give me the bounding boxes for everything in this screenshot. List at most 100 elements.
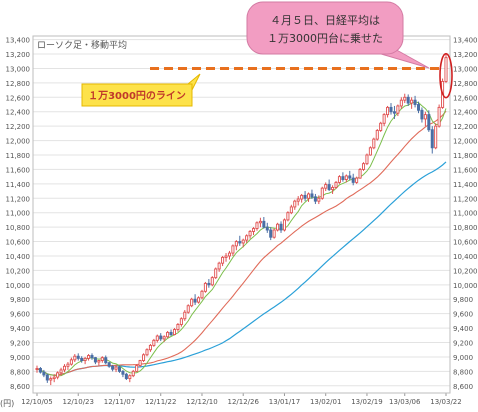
y-tick-label-right: 8,600 bbox=[453, 383, 473, 391]
candle bbox=[437, 104, 441, 128]
candle-body bbox=[56, 372, 60, 378]
candle-body bbox=[355, 177, 359, 183]
candle bbox=[413, 95, 417, 108]
candle-body bbox=[69, 359, 73, 365]
candle-body bbox=[399, 99, 403, 107]
y-tick-label-left: 13,200 bbox=[6, 51, 31, 59]
candle bbox=[87, 354, 91, 361]
candle bbox=[193, 294, 197, 306]
candle-body bbox=[427, 114, 431, 131]
candle bbox=[262, 217, 266, 229]
y-tick-label-right: 10,200 bbox=[453, 267, 478, 275]
candle bbox=[128, 374, 132, 383]
candle-body bbox=[193, 298, 197, 303]
y-tick-label-left: 12,400 bbox=[6, 109, 31, 117]
candle bbox=[334, 180, 338, 189]
candle-body bbox=[238, 241, 242, 244]
candle-body bbox=[162, 336, 166, 340]
candle-body bbox=[444, 57, 448, 82]
candle bbox=[155, 334, 159, 343]
candle bbox=[97, 359, 101, 366]
candle bbox=[252, 227, 256, 236]
candle bbox=[49, 376, 53, 386]
candle bbox=[111, 364, 115, 372]
candle-body bbox=[172, 329, 176, 336]
y-tick-label-left: 11,200 bbox=[6, 195, 31, 203]
candle bbox=[410, 97, 414, 109]
candle bbox=[145, 348, 149, 357]
candle-body bbox=[341, 176, 345, 180]
y-tick-label-left: 11,000 bbox=[6, 210, 31, 218]
candle-body bbox=[262, 220, 266, 228]
y-tick-label-left: 8,800 bbox=[10, 368, 30, 376]
candle bbox=[255, 221, 259, 231]
candle bbox=[444, 54, 448, 83]
candle bbox=[365, 153, 369, 166]
candle-body bbox=[320, 187, 324, 199]
y-tick-labels: 8,600 8,600 8,800 8,800 9,000 9,000 9,200 9,200… bbox=[6, 37, 478, 391]
candle bbox=[317, 195, 321, 205]
candle-body bbox=[248, 230, 252, 237]
candle-body bbox=[145, 349, 149, 356]
candle bbox=[358, 167, 362, 179]
candle-body bbox=[148, 344, 152, 351]
candle bbox=[320, 186, 324, 200]
x-tick-label: 12/10/23 bbox=[63, 398, 94, 406]
candle-body bbox=[358, 168, 362, 179]
candle-body bbox=[420, 109, 424, 120]
y-tick-label-right: 9,000 bbox=[453, 354, 473, 362]
candle-body bbox=[142, 354, 146, 361]
candle bbox=[183, 310, 187, 321]
candle-body bbox=[265, 226, 269, 231]
y-tick-label-right: 12,800 bbox=[453, 80, 478, 88]
candle-body bbox=[169, 331, 173, 336]
candle bbox=[42, 369, 46, 378]
candle bbox=[434, 123, 438, 150]
candle bbox=[117, 365, 122, 373]
y-tick-label-right: 9,800 bbox=[453, 296, 473, 304]
y-tick-label-right: 13,200 bbox=[453, 51, 478, 59]
candle-body bbox=[245, 235, 249, 241]
candle bbox=[344, 174, 348, 183]
candle bbox=[221, 255, 225, 267]
candle-body bbox=[317, 197, 321, 202]
x-tick-label: 13/03/22 bbox=[430, 398, 461, 406]
y-tick-label-right: 10,600 bbox=[453, 239, 478, 247]
candle bbox=[66, 361, 70, 370]
x-tick-label: 13/02/19 bbox=[351, 398, 382, 406]
annotation-text-line2: １万3000円台に乗せた bbox=[267, 31, 383, 45]
plot-frame bbox=[32, 35, 451, 394]
candle bbox=[296, 196, 300, 206]
candle-body bbox=[207, 282, 211, 286]
candle bbox=[114, 365, 118, 373]
candle bbox=[166, 330, 170, 339]
candle-body bbox=[176, 324, 180, 330]
y-tick-label-left: 9,400 bbox=[10, 325, 30, 333]
candle-body bbox=[279, 223, 283, 231]
candle bbox=[248, 230, 252, 239]
candle bbox=[93, 356, 97, 365]
candle bbox=[406, 94, 410, 106]
candle bbox=[190, 297, 194, 308]
candle bbox=[107, 361, 111, 368]
candle bbox=[124, 372, 128, 381]
candle bbox=[276, 222, 280, 232]
candle bbox=[372, 137, 376, 150]
candle-body bbox=[372, 138, 376, 149]
candle bbox=[234, 240, 238, 251]
reference-line-group: １万3000円のライン bbox=[81, 66, 441, 107]
candle-body bbox=[327, 184, 331, 191]
candles bbox=[35, 54, 448, 386]
candle bbox=[269, 227, 273, 241]
candle-body bbox=[221, 256, 225, 264]
candle-body bbox=[179, 318, 183, 325]
candle-body bbox=[80, 357, 84, 361]
candle-body bbox=[348, 175, 352, 179]
candle bbox=[131, 369, 135, 378]
candle-body bbox=[351, 177, 355, 183]
candle bbox=[416, 101, 421, 114]
y-tick-label-left: 12,800 bbox=[6, 80, 31, 88]
candle-body bbox=[227, 252, 231, 257]
